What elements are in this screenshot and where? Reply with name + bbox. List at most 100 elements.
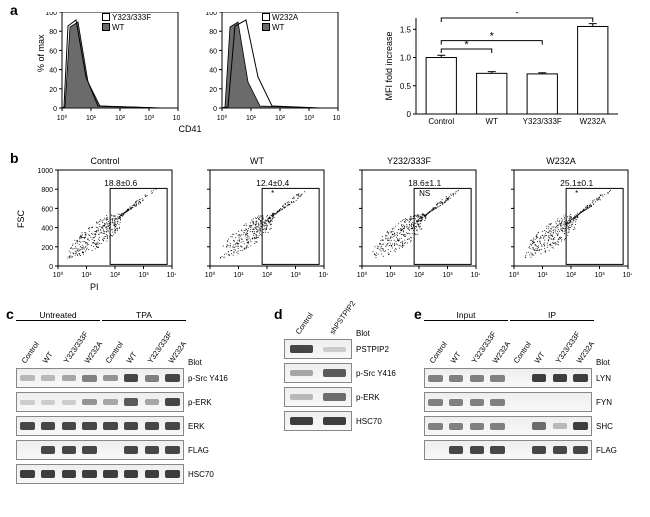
lane-strip bbox=[424, 416, 592, 436]
band bbox=[428, 399, 443, 406]
histo-ylabel: % of max bbox=[36, 34, 46, 72]
band bbox=[428, 423, 443, 430]
band bbox=[470, 399, 485, 406]
lane-header: Control bbox=[103, 360, 110, 365]
band bbox=[290, 417, 314, 426]
legend-label: W232A bbox=[272, 13, 298, 22]
band bbox=[41, 400, 56, 405]
svg-text:800: 800 bbox=[41, 187, 53, 194]
blot-row-label: LYN bbox=[592, 374, 611, 383]
svg-text:0.5: 0.5 bbox=[400, 82, 412, 91]
svg-text:Control: Control bbox=[428, 117, 454, 126]
band bbox=[449, 375, 464, 382]
lane-strip bbox=[284, 411, 352, 431]
lane-header: Y323/333F bbox=[553, 360, 560, 365]
band bbox=[323, 347, 347, 352]
svg-text:0: 0 bbox=[407, 110, 412, 119]
mfi-barplot: 00.51.01.5MFI fold increaseControlWTY323… bbox=[382, 12, 622, 134]
lane-header: Y323/333F bbox=[145, 360, 152, 365]
lane-header: Y323/333F bbox=[61, 360, 68, 365]
blot-row-label: FYN bbox=[592, 398, 612, 407]
lane-header: shPSTPIP2 bbox=[328, 331, 335, 336]
svg-text:10²: 10² bbox=[115, 115, 126, 122]
svg-text:20: 20 bbox=[209, 87, 217, 94]
svg-text:10²: 10² bbox=[566, 272, 577, 279]
scatter-title: Control bbox=[30, 156, 180, 166]
lane-strip bbox=[16, 416, 184, 436]
band bbox=[124, 422, 139, 431]
pi-xlabel: PI bbox=[30, 282, 638, 292]
blot-row-label: ERK bbox=[184, 422, 204, 431]
blot-row-label: PSTPIP2 bbox=[352, 345, 389, 354]
blot-row: p-ERK bbox=[280, 386, 400, 408]
legend-label: WT bbox=[272, 23, 284, 32]
blot-row: LYN bbox=[420, 367, 640, 389]
band bbox=[41, 470, 56, 479]
band bbox=[573, 422, 588, 431]
lane-header: Control bbox=[19, 360, 26, 365]
band bbox=[573, 446, 588, 455]
svg-text:10¹: 10¹ bbox=[385, 272, 396, 279]
band bbox=[20, 375, 35, 381]
blot-row-label: p-Src Y416 bbox=[184, 374, 228, 383]
blot-row: FLAG bbox=[12, 439, 242, 461]
blot-header: Blot bbox=[592, 358, 630, 367]
svg-text:10⁰: 10⁰ bbox=[509, 271, 520, 279]
band bbox=[145, 446, 160, 455]
blot-row: HSC70 bbox=[12, 463, 242, 485]
panel-d: d ControlshPSTPIP2BlotPSTPIP2p-Src Y416p… bbox=[280, 310, 400, 490]
lane-header: WT bbox=[124, 360, 131, 365]
svg-text:10³: 10³ bbox=[442, 272, 453, 279]
blot-row-label: HSC70 bbox=[184, 470, 214, 479]
band bbox=[62, 400, 77, 405]
band bbox=[428, 375, 443, 382]
band bbox=[62, 375, 77, 381]
band bbox=[323, 369, 347, 377]
group-header: Input bbox=[424, 310, 508, 321]
band bbox=[41, 446, 56, 455]
band bbox=[165, 446, 180, 455]
band bbox=[103, 399, 118, 405]
scatter-title: Y232/333F bbox=[334, 156, 484, 166]
svg-text:40: 40 bbox=[209, 68, 217, 75]
band bbox=[490, 446, 505, 455]
svg-text:*: * bbox=[515, 12, 520, 20]
svg-text:60: 60 bbox=[209, 48, 217, 55]
lane-header: Control bbox=[427, 360, 434, 365]
lane-header: W232A bbox=[166, 360, 173, 365]
band bbox=[41, 422, 56, 431]
svg-text:10⁰: 10⁰ bbox=[57, 114, 68, 122]
panel-e: e InputIPControlWTY323/333FW232AControlW… bbox=[420, 310, 640, 510]
svg-text:*: * bbox=[490, 31, 495, 43]
band bbox=[82, 470, 97, 479]
band bbox=[62, 422, 77, 431]
svg-text:0: 0 bbox=[49, 264, 53, 271]
lane-header: WT bbox=[448, 360, 455, 365]
svg-text:10⁴: 10⁴ bbox=[333, 115, 340, 122]
svg-text:10³: 10³ bbox=[594, 272, 605, 279]
band bbox=[145, 375, 160, 382]
lane-strip bbox=[16, 392, 184, 412]
band bbox=[490, 423, 505, 430]
blot-row: ERK bbox=[12, 415, 242, 437]
svg-text:10²: 10² bbox=[110, 272, 121, 279]
svg-text:400: 400 bbox=[41, 226, 53, 233]
blot-row-label: p-Src Y416 bbox=[352, 369, 396, 378]
cd41-xlabel: CD41 bbox=[40, 124, 340, 145]
svg-text:0: 0 bbox=[53, 106, 57, 113]
svg-text:10³: 10³ bbox=[290, 272, 301, 279]
svg-text:10²: 10² bbox=[262, 272, 273, 279]
svg-text:Y323/333F: Y323/333F bbox=[523, 117, 562, 126]
band bbox=[62, 446, 77, 455]
band bbox=[470, 375, 485, 382]
panel-a: a 02040608010010⁰10¹10²10³10⁴Y323/333FWT… bbox=[12, 6, 638, 141]
scatter-title: W232A bbox=[486, 156, 636, 166]
svg-text:60: 60 bbox=[49, 48, 57, 55]
lane-header: W232A bbox=[82, 360, 89, 365]
band bbox=[532, 374, 547, 383]
blot-row: p-Src Y416 bbox=[12, 367, 242, 389]
band bbox=[532, 422, 547, 430]
band bbox=[449, 423, 464, 430]
band bbox=[490, 399, 505, 406]
blot-e: InputIPControlWTY323/333FW232AControlWTY… bbox=[420, 310, 640, 461]
